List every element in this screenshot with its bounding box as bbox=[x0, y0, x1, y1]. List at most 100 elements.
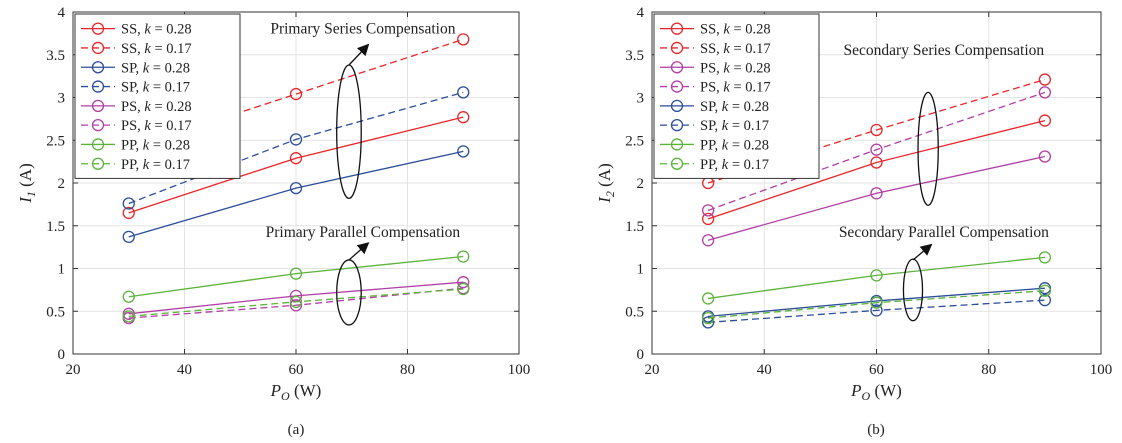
x-tick-label: 20 bbox=[645, 362, 660, 378]
x-axis-label: PO (W) bbox=[850, 381, 902, 403]
panel-caption: (a) bbox=[288, 422, 305, 438]
y-tick-label: 1.5 bbox=[625, 219, 644, 235]
y-tick-label: 1 bbox=[637, 262, 645, 278]
y-tick-label: 4 bbox=[58, 5, 66, 21]
data-point bbox=[289, 133, 303, 146]
y-tick-label: 0 bbox=[637, 347, 645, 363]
chart-panel-a: 20 40 60 80 100 0 0.5 1 1.5 2 2.5 3 3.5 4 PO (W) I1 (A)… bbox=[16, 5, 530, 438]
x-tick-label: 20 bbox=[66, 362, 81, 378]
data-point bbox=[289, 267, 303, 280]
data-point bbox=[1038, 150, 1052, 163]
annotation-text: Secondary Parallel Compensation bbox=[839, 224, 1049, 241]
data-point bbox=[289, 181, 303, 195]
data-point bbox=[870, 304, 883, 317]
annotation-arrow bbox=[348, 242, 370, 261]
y-tick-label: 3.5 bbox=[625, 48, 644, 64]
series-line-ps-k028 bbox=[707, 155, 1046, 241]
legend-entry: PS, k = 0.28 bbox=[700, 60, 771, 76]
legend-entry: PS, k = 0.17 bbox=[121, 118, 192, 134]
annotation-text: Secondary Series Compensation bbox=[844, 42, 1045, 59]
annotation-text: Primary Parallel Compensation bbox=[266, 224, 461, 241]
legend-entry: SP, k = 0.28 bbox=[121, 60, 190, 76]
series-line-ps-k017 bbox=[707, 91, 1046, 211]
data-point bbox=[457, 111, 470, 124]
series-line-sp-k028 bbox=[128, 150, 464, 238]
annotation-text: Primary Series Compensation bbox=[270, 20, 455, 37]
legend-entry: SS, k = 0.17 bbox=[121, 41, 192, 57]
legend: SS, k = 0.28 SS, k = 0.17 PS, k = 0.28 PS, … bbox=[653, 13, 820, 179]
y-tick-label: 0.5 bbox=[625, 304, 644, 320]
x-tick-label: 40 bbox=[177, 362, 192, 378]
legend-entry: PP, k = 0.17 bbox=[700, 157, 769, 173]
data-point bbox=[457, 250, 470, 263]
data-point bbox=[701, 212, 715, 226]
y-tick-label: 2.5 bbox=[625, 133, 644, 149]
annotation-ellipse bbox=[902, 258, 924, 322]
legend-box bbox=[74, 13, 241, 179]
legend-entry: SS, k = 0.28 bbox=[700, 22, 771, 38]
y-tick-label: 3.5 bbox=[46, 48, 65, 64]
legend-entry: PP, k = 0.17 bbox=[121, 157, 190, 173]
x-tick-label: 80 bbox=[400, 362, 415, 378]
x-tick-label: 60 bbox=[869, 362, 884, 378]
data-point bbox=[1038, 293, 1052, 307]
legend-entry: SS, k = 0.28 bbox=[121, 22, 192, 38]
y-tick-label: 4 bbox=[637, 5, 645, 21]
series-line-ss-k028 bbox=[128, 116, 464, 214]
series-line-sp-k017 bbox=[708, 299, 1045, 324]
legend-marker bbox=[670, 99, 684, 112]
legend-marker bbox=[670, 119, 684, 132]
legend-marker bbox=[670, 22, 684, 35]
data-point bbox=[289, 299, 303, 312]
data-point bbox=[1038, 251, 1052, 264]
y-tick-label: 3 bbox=[637, 91, 645, 107]
x-tick-label: 60 bbox=[289, 362, 304, 378]
annotation-ellipse bbox=[336, 64, 362, 200]
data-point bbox=[457, 145, 470, 158]
legend-entry: PP, k = 0.28 bbox=[121, 137, 190, 153]
data-point bbox=[289, 295, 303, 308]
data-point bbox=[122, 197, 135, 210]
legend-entry: SP, k = 0.17 bbox=[121, 80, 190, 96]
series-line-sp-k028 bbox=[708, 287, 1045, 318]
data-point bbox=[870, 143, 883, 156]
data-point bbox=[1038, 284, 1052, 297]
y-axis-label: I1 (A) bbox=[16, 163, 38, 204]
legend-marker bbox=[670, 138, 684, 151]
data-point bbox=[457, 276, 470, 289]
data-point bbox=[701, 311, 715, 325]
data-point bbox=[870, 123, 883, 137]
data-point bbox=[289, 152, 303, 165]
series-line-pp-k028 bbox=[708, 256, 1045, 300]
y-tick-label: 2 bbox=[58, 176, 66, 192]
data-point bbox=[701, 204, 715, 217]
y-tick-label: 3 bbox=[58, 91, 66, 107]
y-tick-label: 1 bbox=[58, 262, 66, 278]
data-point bbox=[122, 290, 135, 303]
data-point bbox=[457, 86, 470, 99]
series-line-pp-k028 bbox=[128, 255, 464, 298]
data-point bbox=[701, 234, 715, 247]
legend-marker bbox=[91, 41, 105, 55]
legend-entry: SP, k = 0.28 bbox=[700, 99, 769, 115]
annotation-arrow bbox=[348, 43, 370, 66]
legend-entry: PS, k = 0.17 bbox=[700, 80, 771, 96]
legend-marker bbox=[91, 119, 105, 132]
data-point bbox=[701, 316, 715, 329]
series-line-pp-k017 bbox=[128, 288, 464, 318]
x-tick-label: 100 bbox=[1090, 362, 1113, 378]
legend-marker bbox=[91, 61, 105, 74]
data-point bbox=[289, 87, 303, 101]
data-point bbox=[1038, 114, 1052, 127]
legend-box bbox=[653, 13, 820, 179]
legend-marker bbox=[91, 22, 105, 35]
legend-entry: PS, k = 0.28 bbox=[121, 99, 192, 115]
legend-entry: SS, k = 0.17 bbox=[700, 41, 771, 57]
data-point bbox=[1038, 73, 1052, 86]
y-tick-label: 0 bbox=[58, 347, 66, 363]
y-tick-label: 0.5 bbox=[46, 304, 65, 320]
x-axis-label: PO (W) bbox=[270, 381, 322, 403]
y-axis-label: I2 (A) bbox=[595, 163, 617, 204]
y-tick-label: 2.5 bbox=[46, 133, 65, 149]
